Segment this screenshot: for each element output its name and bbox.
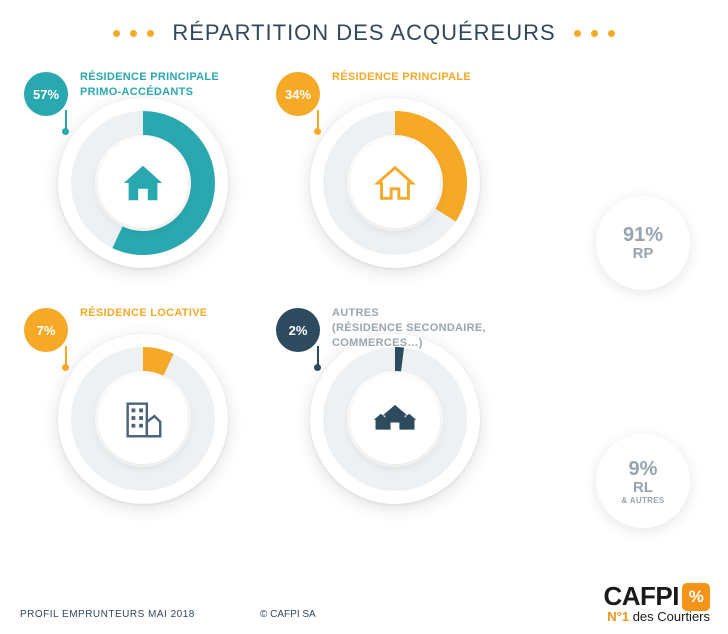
percent-bubble: 57% [24,72,68,116]
summary-label: RL [633,479,653,496]
donut-panel-p2: 34%RÉSIDENCE PRINCIPALE [310,98,480,268]
dots-left [113,30,154,37]
summary-percent: 91% [623,224,663,247]
summary-label: RP [633,245,654,262]
donut-center [98,374,188,464]
footer-text: PROFIL EMPRUNTEURS MAI 2018 [20,609,195,620]
donut-center [98,138,188,228]
dot [608,30,615,37]
donut-panel-p1: 57%RÉSIDENCE PRINCIPALE PRIMO-ACCÉDANTS [58,98,228,268]
logo-tagline: N°1 des Courtiers [604,609,711,624]
dot [113,30,120,37]
connector-line [65,110,67,130]
summary-circle: 91% RP [596,196,690,290]
donut-chart [310,334,480,504]
connector-line [317,346,319,366]
percent-bubble: 2% [276,308,320,352]
dot [591,30,598,37]
connector-line [317,110,319,130]
panel-label: AUTRES (RÉSIDENCE SECONDAIRE, COMMERCES…… [332,306,486,351]
connector-dot [314,364,321,371]
dot [130,30,137,37]
donut-panel-p3: 7%RÉSIDENCE LOCATIVE [58,334,228,504]
panel-label: RÉSIDENCE LOCATIVE [80,306,207,321]
panel-label: RÉSIDENCE PRINCIPALE [332,70,471,85]
donut-chart [58,98,228,268]
connector-dot [314,128,321,135]
summary-sublabel: & AUTRES [622,496,665,505]
logo-tag-rest: des Courtiers [629,609,710,624]
donut-chart [58,334,228,504]
panel-label: RÉSIDENCE PRINCIPALE PRIMO-ACCÉDANTS [80,70,219,100]
percent-bubble: 34% [276,72,320,116]
connector-dot [62,364,69,371]
logo-percent-icon: % [682,583,710,611]
chart-grid: 57%RÉSIDENCE PRINCIPALE PRIMO-ACCÉDANTS … [0,56,728,536]
dot [147,30,154,37]
connector-line [65,346,67,366]
donut-panel-p4: 2%AUTRES (RÉSIDENCE SECONDAIRE, COMMERCE… [310,334,480,504]
logo-brand: CAFPI % [604,581,711,612]
percent-bubble: 7% [24,308,68,352]
donut-center [350,138,440,228]
summary-percent: 9% [629,458,658,481]
header: RÉPARTITION DES ACQUÉREURS [0,0,728,56]
summary-circle: 9% RL & AUTRES [596,434,690,528]
connector-dot [62,128,69,135]
dots-right [574,30,615,37]
logo-brand-text: CAFPI [604,581,680,612]
dot [574,30,581,37]
logo: CAFPI % N°1 des Courtiers [604,581,711,624]
donut-center [350,374,440,464]
donut-chart [310,98,480,268]
copyright-text: © CAFPI SA [260,609,316,620]
logo-tag-prefix: N°1 [607,609,629,624]
page-title: RÉPARTITION DES ACQUÉREURS [172,20,555,46]
